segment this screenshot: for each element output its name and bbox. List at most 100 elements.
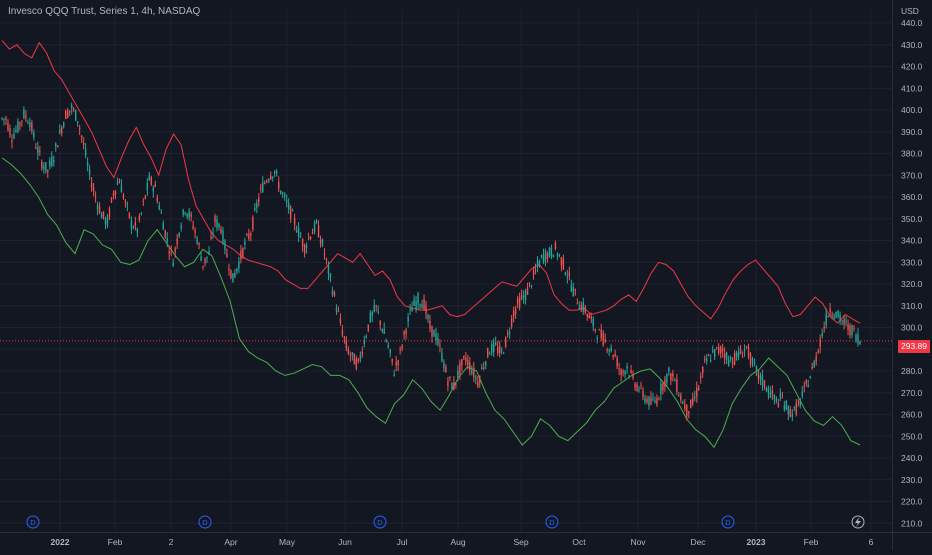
candle-down [142,201,145,203]
candle-down [634,383,636,388]
candle-down [777,403,780,407]
candle-down [459,362,461,375]
candle-down [399,348,401,350]
candle-down [154,184,156,187]
candle-down [771,390,774,394]
candle-up [3,118,5,120]
candle-up [530,285,533,287]
y-tick-label: 390.0 [901,127,923,137]
dividend-marker-icon[interactable] [545,515,559,529]
candle-up [15,129,17,132]
candle-up [409,309,411,311]
candle-down [692,397,694,404]
candle-up [146,182,149,190]
candle-down [266,180,268,183]
candle-up [475,377,477,379]
candle-up [295,230,298,233]
candle-up [53,160,55,162]
x-tick-label: Apr [224,537,237,547]
dividend-marker-icon[interactable] [26,515,40,529]
candle-down [514,308,517,314]
candle-down [198,243,200,245]
candle-down [642,390,644,397]
candle-up [224,240,226,250]
candle-down [447,380,449,387]
candle-down [640,384,642,386]
y-tick-label: 320.0 [901,279,923,289]
dividend-marker-icon[interactable] [373,515,387,529]
x-tick-label: Dec [690,537,706,547]
candle-down [270,175,272,180]
candle-down [483,367,485,369]
candle-down [31,122,33,132]
candle-down [520,295,523,299]
y-tick-label: 350.0 [901,214,923,224]
candle-up [821,333,823,336]
candle-up [807,385,809,388]
candle-up [839,314,841,322]
candle-up [493,342,495,352]
candle-up [666,373,668,383]
candle-up [51,156,53,166]
y-tick-label: 380.0 [901,149,923,159]
candle-up [624,370,626,375]
candle-down [170,249,172,251]
candle-up [713,349,716,358]
candle-up [291,210,294,212]
candle-down [574,288,577,291]
candle-up [126,204,129,206]
candle-up [809,376,811,379]
candle-up [208,250,210,255]
candle-down [757,370,760,379]
candle-up [84,148,87,156]
candle-down [708,355,710,357]
candle-up [63,122,65,127]
x-tick-label: May [279,537,296,547]
candle-up [180,225,182,229]
candle-up [508,332,511,334]
candle-up [389,349,391,354]
candle-down [594,329,596,331]
candle-up [254,208,256,211]
candle-down [606,349,608,351]
candle-down [739,348,742,354]
candle-down [80,135,83,138]
candle-down [90,183,93,189]
candle-down [745,346,748,348]
candle-up [592,318,594,327]
candle-down [68,110,71,112]
lightning-icon [855,517,861,527]
candle-down [528,282,531,284]
candle-down [749,353,752,365]
candle-down [658,398,660,400]
candle-down [230,269,232,279]
y-tick-label: 250.0 [901,431,923,441]
candle-down [138,215,141,221]
candle-up [552,254,555,258]
dividend-marker-label: D [377,518,383,527]
candle-up [674,380,676,382]
candle-up [441,352,443,362]
flash-event-icon[interactable] [851,515,865,529]
candle-up [538,261,541,268]
dividend-marker-icon[interactable] [198,515,212,529]
candle-down [67,110,69,118]
candle-down [479,376,481,383]
candle-up [845,321,847,323]
candle-down [853,327,855,329]
candle-down [108,208,111,218]
candle-up [369,312,371,322]
candle-down [258,198,260,202]
candle-down [174,248,176,252]
upper-band-line [1,40,861,324]
candle-up [274,170,276,174]
candle-down [375,305,377,307]
candle-down [94,197,97,199]
candle-down [47,169,49,172]
candle-down [319,239,322,244]
dividend-marker-icon[interactable] [721,515,735,529]
candle-up [55,143,57,147]
candle-down [504,337,507,347]
